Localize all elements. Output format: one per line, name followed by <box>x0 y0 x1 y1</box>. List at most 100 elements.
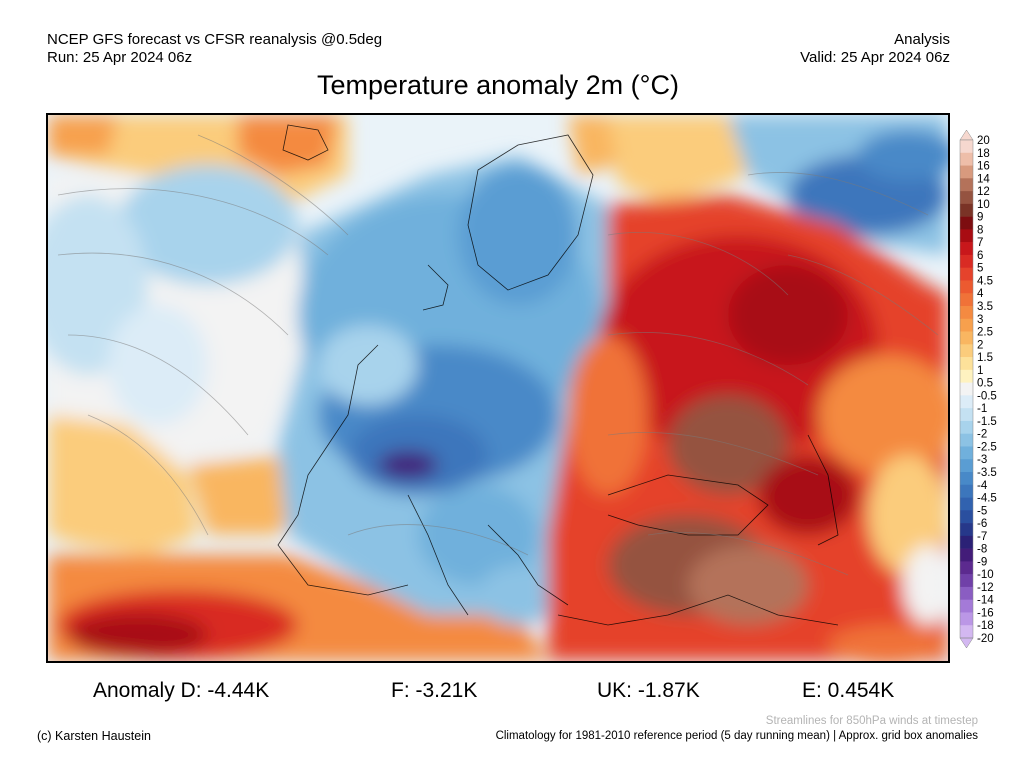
colorbar-tick-label: 3.5 <box>977 301 993 313</box>
colorbar-tick-label: 3 <box>977 314 983 326</box>
colorbar-cell <box>960 561 973 575</box>
colorbar-tick-label: 2.5 <box>977 327 993 339</box>
colorbar-cell <box>960 165 973 179</box>
colorbar-cell <box>960 625 973 639</box>
model-description: NCEP GFS forecast vs CFSR reanalysis @0.… <box>47 31 383 48</box>
colorbar-cell <box>960 229 973 243</box>
colorbar-cell <box>960 420 973 434</box>
colorbar-tick-label: 4.5 <box>977 275 993 287</box>
colorbar-tick-label: 1 <box>977 365 983 377</box>
colorbar-cell <box>960 318 973 332</box>
colorbar-cell <box>960 369 973 383</box>
colorbar-cell <box>960 612 973 626</box>
stat-europe: E: 0.454K <box>802 679 895 702</box>
colorbar-tick-label: 4 <box>977 288 984 300</box>
valid-time: Valid: 25 Apr 2024 06z <box>800 49 950 66</box>
colorbar-cell <box>960 254 973 268</box>
stat-france: F: -3.21K <box>391 679 478 702</box>
colorbar-tick-label: 16 <box>977 161 990 173</box>
wind-streamlines <box>57 134 939 576</box>
colorbar-tick-label: -1.5 <box>977 416 997 428</box>
colorbar-tick-label: -6 <box>977 518 987 530</box>
colorbar-tick-label: -3.5 <box>977 467 997 479</box>
colorbar-tick-label: -12 <box>977 582 994 594</box>
colorbar-cell <box>960 178 973 192</box>
colorbar-cell <box>960 152 973 166</box>
colorbar-tick-label: 5 <box>977 263 983 275</box>
colorbar-cell <box>960 510 973 524</box>
colorbar-tick-label: -1 <box>977 403 987 415</box>
colorbar-cells <box>959 129 974 649</box>
colorbar-cell <box>960 446 973 460</box>
colorbar-cell <box>960 357 973 371</box>
colorbar-cell <box>960 548 973 562</box>
colorbar-tick-label: -8 <box>977 544 987 556</box>
anomaly-field <box>48 115 948 661</box>
colorbar-tick-label: -9 <box>977 556 987 568</box>
colorbar-cell <box>960 242 973 256</box>
colorbar-cell <box>960 306 973 320</box>
colorbar-cell <box>960 497 973 511</box>
colorbar-cell <box>960 331 973 345</box>
colorbar-tick-label: 14 <box>977 173 990 185</box>
colorbar-tick-label: -4.5 <box>977 493 997 505</box>
colorbar-cell <box>960 382 973 396</box>
stat-germany: Anomaly D: -4.44K <box>93 679 270 702</box>
colorbar-cell <box>960 408 973 422</box>
colorbar-cell <box>960 191 973 205</box>
copyright: (c) Karsten Haustein <box>37 729 151 743</box>
colorbar-tick-label: -0.5 <box>977 390 997 402</box>
colorbar-tick-label: 12 <box>977 186 990 198</box>
colorbar-cell <box>960 535 973 549</box>
colorbar-cell <box>960 459 973 473</box>
colorbar-tick-label: 1.5 <box>977 352 993 364</box>
colorbar-tick-label: -10 <box>977 569 994 581</box>
colorbar-cell <box>960 293 973 307</box>
valid-info: Analysis Valid: 25 Apr 2024 06z <box>800 31 950 67</box>
coastlines <box>277 124 839 626</box>
colorbar-cell <box>960 203 973 217</box>
colorbar-cell <box>960 484 973 498</box>
colorbar-tick-label: -2.5 <box>977 441 997 453</box>
colorbar-cell <box>960 280 973 294</box>
colorbar-cell <box>960 586 973 600</box>
run-time: Run: 25 Apr 2024 06z <box>47 49 193 66</box>
colorbar-cell <box>960 344 973 358</box>
colorbar-tick-label: 8 <box>977 224 983 236</box>
colorbar-tick-label: -18 <box>977 620 994 632</box>
colorbar-cell <box>960 395 973 409</box>
colorbar-cell <box>960 267 973 281</box>
climatology-note: Climatology for 1981-2010 reference peri… <box>495 730 978 742</box>
colorbar-tick-label: 10 <box>977 199 990 211</box>
colorbar-cell <box>960 140 973 154</box>
colorbar-tick-label: -5 <box>977 505 987 517</box>
regional-anomaly-stats: Anomaly D: -4.44K F: -3.21K UK: -1.87K E… <box>0 679 1024 705</box>
colorbar-tick-label: -20 <box>977 633 994 645</box>
colorbar-tick-label: -2 <box>977 429 987 441</box>
colorbar-top-arrow <box>959 129 974 141</box>
colorbar-tick-label: 2 <box>977 339 983 351</box>
colorbar-tick-label: 9 <box>977 212 983 224</box>
colorbar-bottom-arrow <box>959 637 974 649</box>
colorbar-tick-label: -7 <box>977 531 987 543</box>
colorbar-labels: 201816141210987654.543.532.521.510.5-0.5… <box>977 135 997 645</box>
stat-uk: UK: -1.87K <box>597 679 700 702</box>
colorbar-cell <box>960 433 973 447</box>
colorbar-tick-label: 7 <box>977 237 983 249</box>
colorbar-tick-label: -3 <box>977 454 987 466</box>
colorbar-tick-label: 6 <box>977 250 983 262</box>
run-info: NCEP GFS forecast vs CFSR reanalysis @0.… <box>47 31 382 67</box>
colorbar-legend: 20 18 16 14 12 10 9 8 7 6 5 4.5 4 3.5 3 2.5 2 1.5 1 0.5 -0.5… <box>957 128 1017 650</box>
colorbar-cell <box>960 523 973 537</box>
map-title: Temperature anomaly 2m (°C) <box>317 70 679 100</box>
colorbar-tick-label: -4 <box>977 480 988 492</box>
colorbar-tick-label: 0.5 <box>977 378 993 390</box>
colorbar-cell <box>960 599 973 613</box>
colorbar-cell <box>960 216 973 230</box>
anomaly-map <box>46 113 950 663</box>
analysis-label: Analysis <box>894 31 950 48</box>
colorbar-tick-label: -16 <box>977 607 994 619</box>
streamlines-note: Streamlines for 850hPa winds at timestep <box>765 715 978 727</box>
colorbar-cell <box>960 472 973 486</box>
colorbar-cell <box>960 574 973 588</box>
